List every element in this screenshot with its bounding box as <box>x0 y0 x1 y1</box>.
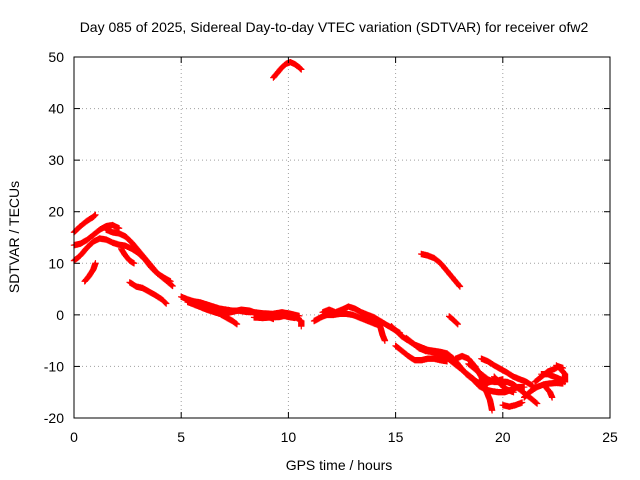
data-point-track <box>499 399 526 410</box>
x-tick-label: 5 <box>177 429 185 445</box>
data-point-track <box>270 59 305 81</box>
x-tick-label: 0 <box>70 429 78 445</box>
series-track-21 <box>446 313 461 328</box>
data-marks <box>70 59 569 414</box>
data-point-track <box>521 379 567 401</box>
y-tick-label: 10 <box>48 255 64 271</box>
chart-title: Day 085 of 2025, Sidereal Day-to-day VTE… <box>80 19 589 35</box>
x-tick-label: 20 <box>495 429 511 445</box>
y-tick-label: 20 <box>48 204 64 220</box>
series-track-24 <box>478 355 537 390</box>
series-track-4 <box>81 260 99 285</box>
data-point-track <box>103 226 176 290</box>
x-tick-label: 15 <box>388 429 404 445</box>
data-point-track <box>491 373 517 396</box>
data-point-track <box>446 313 461 328</box>
data-point-track <box>118 245 138 267</box>
series-track-6 <box>118 245 138 267</box>
series-track-12 <box>270 309 303 320</box>
series-track-27 <box>521 379 567 401</box>
data-point-track <box>375 317 389 344</box>
series-track-30 <box>553 362 569 385</box>
plot-frame <box>73 56 611 419</box>
y-tick-label: -10 <box>44 358 64 374</box>
data-point-track <box>392 342 451 365</box>
data-point-track <box>542 383 556 401</box>
data-point-track <box>478 355 537 390</box>
series-track-13 <box>270 59 305 81</box>
series-track-26 <box>499 399 526 410</box>
data-point-track <box>553 362 569 385</box>
x-axis-label: GPS time / hours <box>286 457 393 473</box>
axis-ticks: 0 5 10 15 20 25 -20 -10 0 10 20 30 40 50 <box>44 49 618 445</box>
grid-lines <box>74 57 610 418</box>
series-track-16 <box>375 317 389 344</box>
x-tick-label: 25 <box>602 429 618 445</box>
data-point-track <box>126 279 170 307</box>
y-tick-label: 30 <box>48 152 64 168</box>
series-track-20 <box>418 250 464 290</box>
y-tick-label: 0 <box>56 307 64 323</box>
series-track-5 <box>103 226 176 290</box>
y-tick-label: 50 <box>48 49 64 65</box>
series-track-25 <box>491 373 517 396</box>
y-tick-label: 40 <box>48 101 64 117</box>
data-point-track <box>81 260 99 285</box>
y-tick-label: -20 <box>44 410 64 426</box>
series-track-31 <box>542 383 556 401</box>
data-point-track <box>418 250 464 290</box>
x-tick-label: 10 <box>281 429 297 445</box>
series-track-18 <box>392 342 451 365</box>
series-track-7 <box>126 279 170 307</box>
data-point-track <box>270 309 303 320</box>
y-axis-label: SDTVAR / TECUs <box>6 181 22 293</box>
